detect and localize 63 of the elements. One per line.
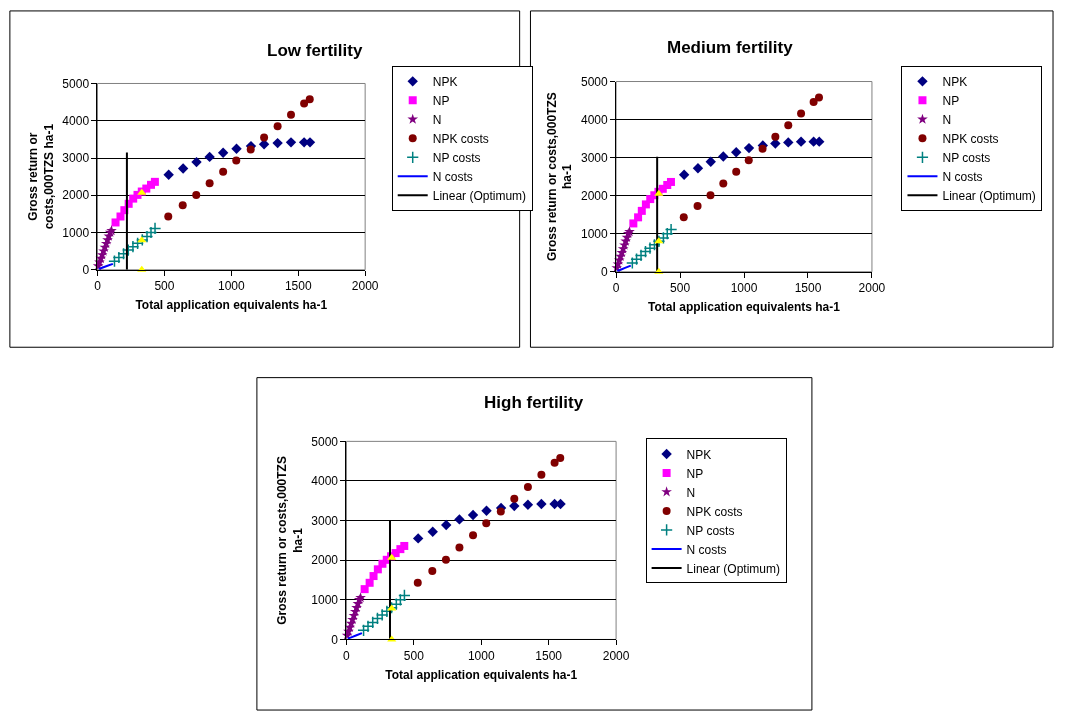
- x-tick-label: 1500: [284, 279, 312, 294]
- legend-label: NPK costs: [942, 132, 999, 147]
- x-tick-label: 0: [343, 648, 351, 663]
- y-tick-label: 0: [601, 264, 608, 279]
- legend-label: N costs: [432, 170, 473, 185]
- x-tick-label: 2000: [602, 648, 630, 663]
- y-tick-label: 3000: [580, 150, 608, 165]
- x-tick-label: 500: [403, 648, 425, 663]
- x-tick-label: 0: [612, 281, 620, 296]
- legend-label: NP costs: [686, 523, 735, 538]
- legend-label: N costs: [942, 170, 983, 185]
- legend-label: NPK costs: [432, 132, 489, 147]
- legend-label: NPK: [942, 75, 968, 90]
- legend-label: NPK: [686, 447, 712, 462]
- x-tick-label: 1000: [730, 281, 758, 296]
- y-tick-label: 5000: [580, 74, 608, 89]
- x-tick-label: 2000: [858, 281, 886, 296]
- x-axis-title: Total application equivalents ha-1: [135, 298, 328, 313]
- y-tick-label: 0: [82, 262, 90, 277]
- y-axis-title: Gross return or costs,000TZS ha-1: [275, 456, 305, 625]
- x-tick-label: 1000: [217, 279, 245, 294]
- legend-label: N: [942, 113, 952, 128]
- x-axis-title: Total application equivalents ha-1: [385, 667, 578, 682]
- y-tick-label: 3000: [311, 513, 339, 528]
- legend-label: N: [686, 485, 696, 500]
- y-tick-label: 2000: [62, 188, 90, 203]
- legend-label: NPK costs: [686, 504, 743, 519]
- legend-label: N: [432, 113, 442, 128]
- legend-label: NP: [686, 466, 704, 481]
- chart-title: Low fertility: [267, 41, 363, 60]
- x-tick-label: 1500: [794, 281, 822, 296]
- y-tick-label: 0: [331, 632, 339, 647]
- chart-title: High fertility: [484, 393, 584, 412]
- x-axis-title: Total application equivalents ha-1: [648, 300, 841, 315]
- x-tick-label: 0: [94, 279, 102, 294]
- y-tick-label: 4000: [311, 474, 339, 489]
- x-tick-label: 1500: [535, 648, 563, 663]
- chart-title: Medium fertility: [667, 38, 794, 57]
- y-tick-label: 3000: [62, 151, 90, 166]
- legend-label: Linear (Optimum): [942, 189, 1036, 204]
- y-tick-label: 2000: [311, 553, 339, 568]
- y-axis-title: Gross return or costs,000TZS ha-1: [26, 123, 56, 230]
- y-tick-label: 1000: [311, 593, 339, 608]
- y-tick-label: 1000: [62, 225, 90, 240]
- x-tick-label: 500: [670, 281, 691, 296]
- x-tick-label: 2000: [351, 279, 379, 294]
- y-tick-label: 5000: [311, 434, 339, 449]
- legend-label: NP costs: [942, 151, 991, 166]
- x-tick-label: 1000: [467, 648, 495, 663]
- x-tick-label: 500: [154, 279, 175, 294]
- legend-label: Linear (Optimum): [686, 561, 780, 576]
- legend-label: NPK: [432, 75, 458, 90]
- y-tick-label: 4000: [580, 112, 608, 127]
- legend-label: Linear (Optimum): [432, 189, 527, 204]
- y-tick-label: 1000: [580, 226, 608, 241]
- y-tick-label: 4000: [62, 113, 90, 128]
- y-axis-title: Gross return or costs,000TZS ha-1: [544, 92, 575, 261]
- legend-label: NP costs: [432, 151, 481, 166]
- y-tick-label: 2000: [580, 188, 608, 203]
- legend-label: NP: [942, 94, 960, 109]
- legend-label: NP: [432, 94, 450, 109]
- y-tick-label: 5000: [62, 76, 90, 91]
- legend-label: N costs: [686, 542, 727, 557]
